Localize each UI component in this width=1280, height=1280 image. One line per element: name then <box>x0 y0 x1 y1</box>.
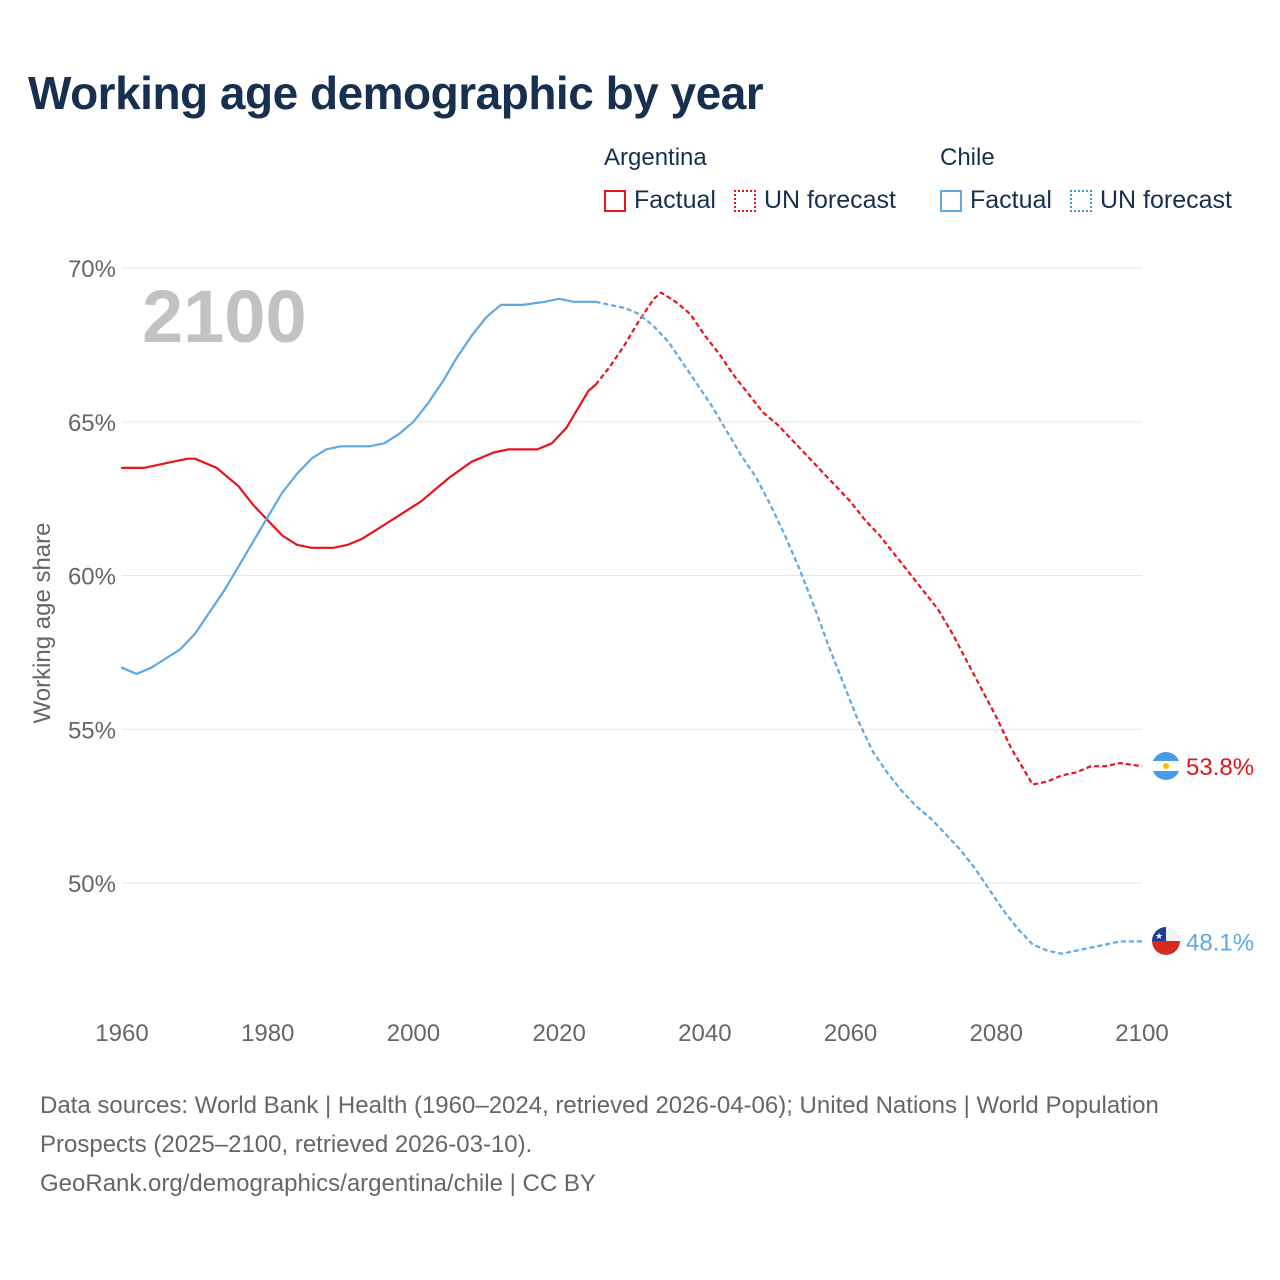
source-note: Data sources: World Bank | Health (1960–… <box>40 1086 1190 1203</box>
legend-argentina-factual[interactable]: Factual <box>604 186 716 215</box>
chile-forecast-line[interactable] <box>595 300 1142 955</box>
x-tick-label: 2060 <box>824 1020 877 1047</box>
source-line-1: Data sources: World Bank | Health (1960–… <box>40 1092 1159 1158</box>
legend-group-argentina[interactable]: Argentina Factual UN forecast <box>604 144 914 215</box>
x-tick-label: 1980 <box>241 1020 294 1047</box>
legend-label: UN forecast <box>763 186 896 214</box>
factual-swatch-icon <box>604 189 626 212</box>
chile-flag-icon: ★ <box>1152 927 1180 955</box>
argentina-flag-icon <box>1152 752 1180 780</box>
legend-label: Factual <box>970 186 1052 214</box>
year-overlay: 2100 <box>142 275 307 358</box>
chile-factual-line[interactable] <box>120 297 597 675</box>
legend-chile-factual[interactable]: Factual <box>940 186 1052 215</box>
legend-label: Factual <box>634 186 716 214</box>
forecast-swatch-icon <box>1069 189 1092 212</box>
legend-country-name: Chile <box>940 144 995 171</box>
argentina-factual-line[interactable] <box>120 383 597 549</box>
svg-text:★: ★ <box>1155 932 1163 942</box>
legend-chile-forecast[interactable]: UN forecast <box>1069 186 1232 215</box>
page-title: Working age demographic by year <box>28 67 764 119</box>
y-tick-label: 50% <box>68 871 116 898</box>
y-axis-label: Working age share <box>29 523 56 724</box>
x-tick-label: 1960 <box>95 1020 148 1047</box>
x-tick-label: 2100 <box>1115 1020 1168 1047</box>
source-line-2[interactable]: GeoRank.org/demographics/argentina/chile… <box>40 1170 596 1197</box>
legend-argentina-forecast[interactable]: UN forecast <box>733 186 896 215</box>
x-tick-label: 2020 <box>532 1020 585 1047</box>
line-chart: 50% 55% 60% 65% 70% 1960 1980 2000 2020 2040 2060 2… <box>29 256 1254 1047</box>
legend-country-name: Argentina <box>604 144 707 171</box>
y-tick-label: 55% <box>68 717 116 744</box>
factual-swatch-icon <box>940 189 962 212</box>
x-tick-label: 2080 <box>970 1020 1023 1047</box>
argentina-end-value-label: 53.8% <box>1186 754 1254 781</box>
chile-end-value-label: 48.1% <box>1186 929 1254 956</box>
forecast-swatch-icon <box>733 189 756 212</box>
argentina-forecast-line[interactable] <box>594 291 1143 786</box>
legend-label: UN forecast <box>1099 186 1232 214</box>
x-tick-label: 2000 <box>387 1020 440 1047</box>
legend-group-chile[interactable]: Chile Factual UN forecast <box>940 144 1250 215</box>
y-tick-label: 60% <box>68 564 116 591</box>
y-tick-label: 65% <box>68 410 116 437</box>
y-tick-label: 70% <box>68 256 116 283</box>
x-tick-label: 2040 <box>678 1020 731 1047</box>
